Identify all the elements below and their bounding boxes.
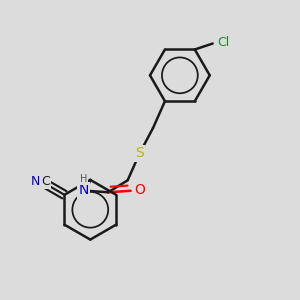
- Text: H: H: [80, 174, 87, 184]
- Text: Cl: Cl: [217, 35, 229, 49]
- Text: C: C: [42, 175, 50, 188]
- Text: S: S: [135, 146, 144, 161]
- Text: N: N: [31, 175, 40, 188]
- Text: N: N: [79, 184, 89, 197]
- Text: O: O: [134, 183, 145, 197]
